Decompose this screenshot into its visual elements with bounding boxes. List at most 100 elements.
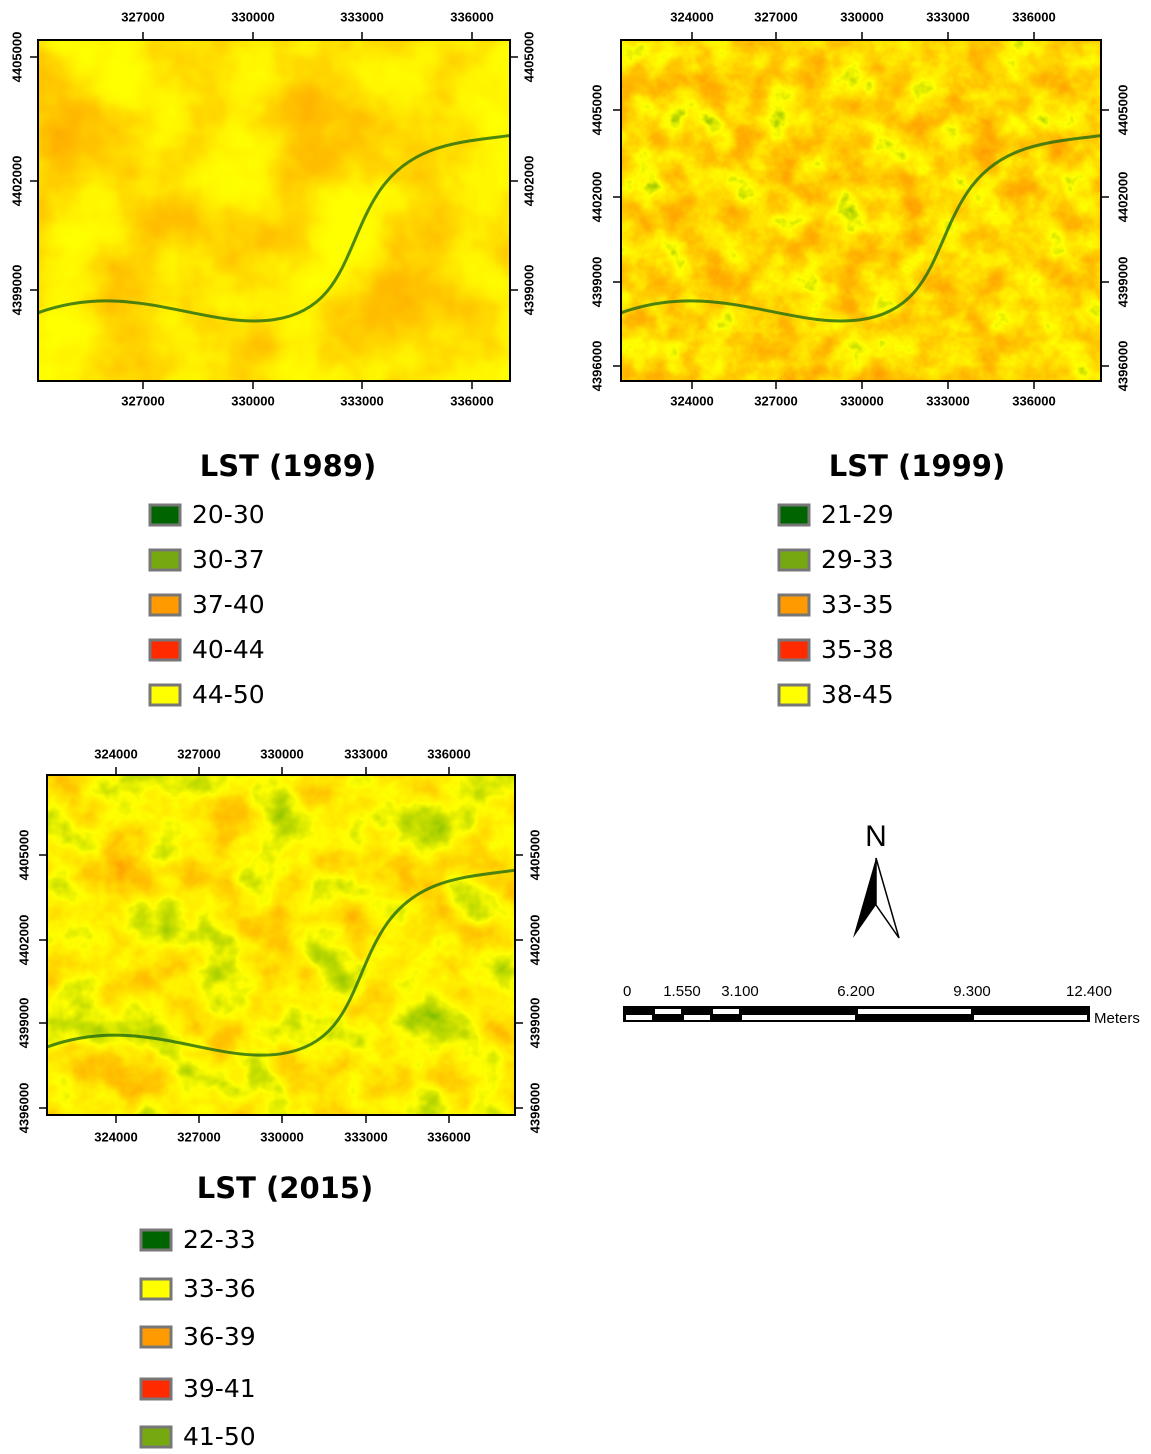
x-tick-label: 336000 [450, 9, 493, 24]
legend-label: 40-44 [192, 635, 265, 664]
map-frame [46, 774, 516, 1116]
y-tick-label: 4405000 [1115, 85, 1130, 136]
scale-label: 12.400 [1066, 983, 1112, 1000]
scale-label: 3.100 [721, 983, 759, 1000]
legend-swatch [777, 548, 811, 572]
legend-label: 30-37 [192, 545, 265, 574]
x-tick-label: 327000 [121, 393, 164, 408]
legend-swatch [139, 1277, 173, 1301]
y-tick-label: 4399000 [1115, 257, 1130, 308]
legend-label: 22-33 [183, 1225, 256, 1254]
legend-swatch [148, 638, 182, 662]
north-label: N [865, 820, 887, 853]
x-tick-label: 336000 [427, 746, 470, 761]
x-tick-label: 324000 [670, 9, 713, 24]
legend-swatch [148, 503, 182, 527]
y-tick-label: 4405000 [9, 32, 24, 83]
x-tick-label: 327000 [754, 393, 797, 408]
map-raster [38, 40, 510, 381]
legend-swatch [777, 593, 811, 617]
legend-label: 39-41 [183, 1374, 256, 1403]
legend-swatch [139, 1325, 173, 1349]
legend-label: 37-40 [192, 590, 265, 619]
scale-label: 9.300 [953, 983, 991, 1000]
x-tick-label: 336000 [427, 1129, 470, 1144]
legend-swatch [139, 1377, 173, 1401]
y-tick-label: 4402000 [521, 156, 536, 207]
map-raster [47, 775, 515, 1115]
north-arrow [875, 857, 900, 939]
x-tick-label: 327000 [121, 9, 164, 24]
x-tick-label: 336000 [450, 393, 493, 408]
x-tick-label: 330000 [260, 1129, 303, 1144]
x-tick-label: 330000 [231, 9, 274, 24]
scale-label: 6.200 [837, 983, 875, 1000]
y-tick-label: 4396000 [527, 1083, 542, 1134]
x-tick-label: 330000 [840, 9, 883, 24]
y-tick-label: 4399000 [521, 265, 536, 316]
legend-swatch [777, 638, 811, 662]
legend-swatch [139, 1228, 173, 1252]
y-tick-label: 4402000 [1115, 172, 1130, 223]
x-tick-label: 333000 [926, 393, 969, 408]
legend-label: 38-45 [821, 680, 894, 709]
legend-swatch [148, 683, 182, 707]
legend-label: 35-38 [821, 635, 894, 664]
y-tick-label: 4402000 [527, 915, 542, 966]
x-tick-label: 324000 [670, 393, 713, 408]
y-tick-label: 4402000 [16, 915, 31, 966]
x-tick-label: 324000 [94, 746, 137, 761]
x-tick-label: 330000 [840, 393, 883, 408]
legend-swatch [777, 683, 811, 707]
legend-label: 33-35 [821, 590, 894, 619]
legend-label: 36-39 [183, 1322, 256, 1351]
scale-bar [623, 1006, 1090, 1022]
legend-label: 21-29 [821, 500, 894, 529]
legend-swatch [777, 503, 811, 527]
legend-swatch [148, 593, 182, 617]
legend-label: 29-33 [821, 545, 894, 574]
x-tick-label: 330000 [231, 393, 274, 408]
map-raster [621, 40, 1101, 381]
legend-label: 20-30 [192, 500, 265, 529]
y-tick-label: 4402000 [589, 172, 604, 223]
legend-label: 33-36 [183, 1274, 256, 1303]
x-tick-label: 336000 [1012, 9, 1055, 24]
map-title: LST (1989) [200, 449, 376, 483]
x-tick-label: 324000 [94, 1129, 137, 1144]
x-tick-label: 327000 [177, 746, 220, 761]
y-tick-label: 4402000 [9, 156, 24, 207]
legend-label: 44-50 [192, 680, 265, 709]
scale-label: 1.550 [663, 983, 701, 1000]
y-tick-label: 4399000 [9, 265, 24, 316]
river [620, 133, 1102, 323]
river [46, 868, 516, 1057]
legend-swatch [139, 1425, 173, 1449]
scale-unit: Meters [1094, 1010, 1140, 1027]
x-tick-label: 333000 [340, 393, 383, 408]
north-arrow [853, 858, 876, 938]
legend-swatch [148, 548, 182, 572]
legend-label: 41-50 [183, 1422, 256, 1451]
x-tick-label: 327000 [177, 1129, 220, 1144]
y-tick-label: 4405000 [527, 830, 542, 881]
x-tick-label: 333000 [344, 746, 387, 761]
y-tick-label: 4396000 [589, 341, 604, 392]
map-frame [620, 39, 1102, 382]
y-tick-label: 4405000 [16, 830, 31, 881]
y-tick-label: 4399000 [589, 257, 604, 308]
x-tick-label: 336000 [1012, 393, 1055, 408]
y-tick-label: 4405000 [589, 85, 604, 136]
x-tick-label: 330000 [260, 746, 303, 761]
scale-label: 0 [623, 983, 631, 1000]
y-tick-label: 4405000 [521, 32, 536, 83]
y-tick-label: 4399000 [16, 998, 31, 1049]
map-title: LST (2015) [197, 1171, 373, 1205]
x-tick-label: 333000 [344, 1129, 387, 1144]
y-tick-label: 4399000 [527, 998, 542, 1049]
river [37, 133, 511, 323]
y-tick-label: 4396000 [1115, 341, 1130, 392]
x-tick-label: 333000 [926, 9, 969, 24]
map-frame [37, 39, 511, 382]
